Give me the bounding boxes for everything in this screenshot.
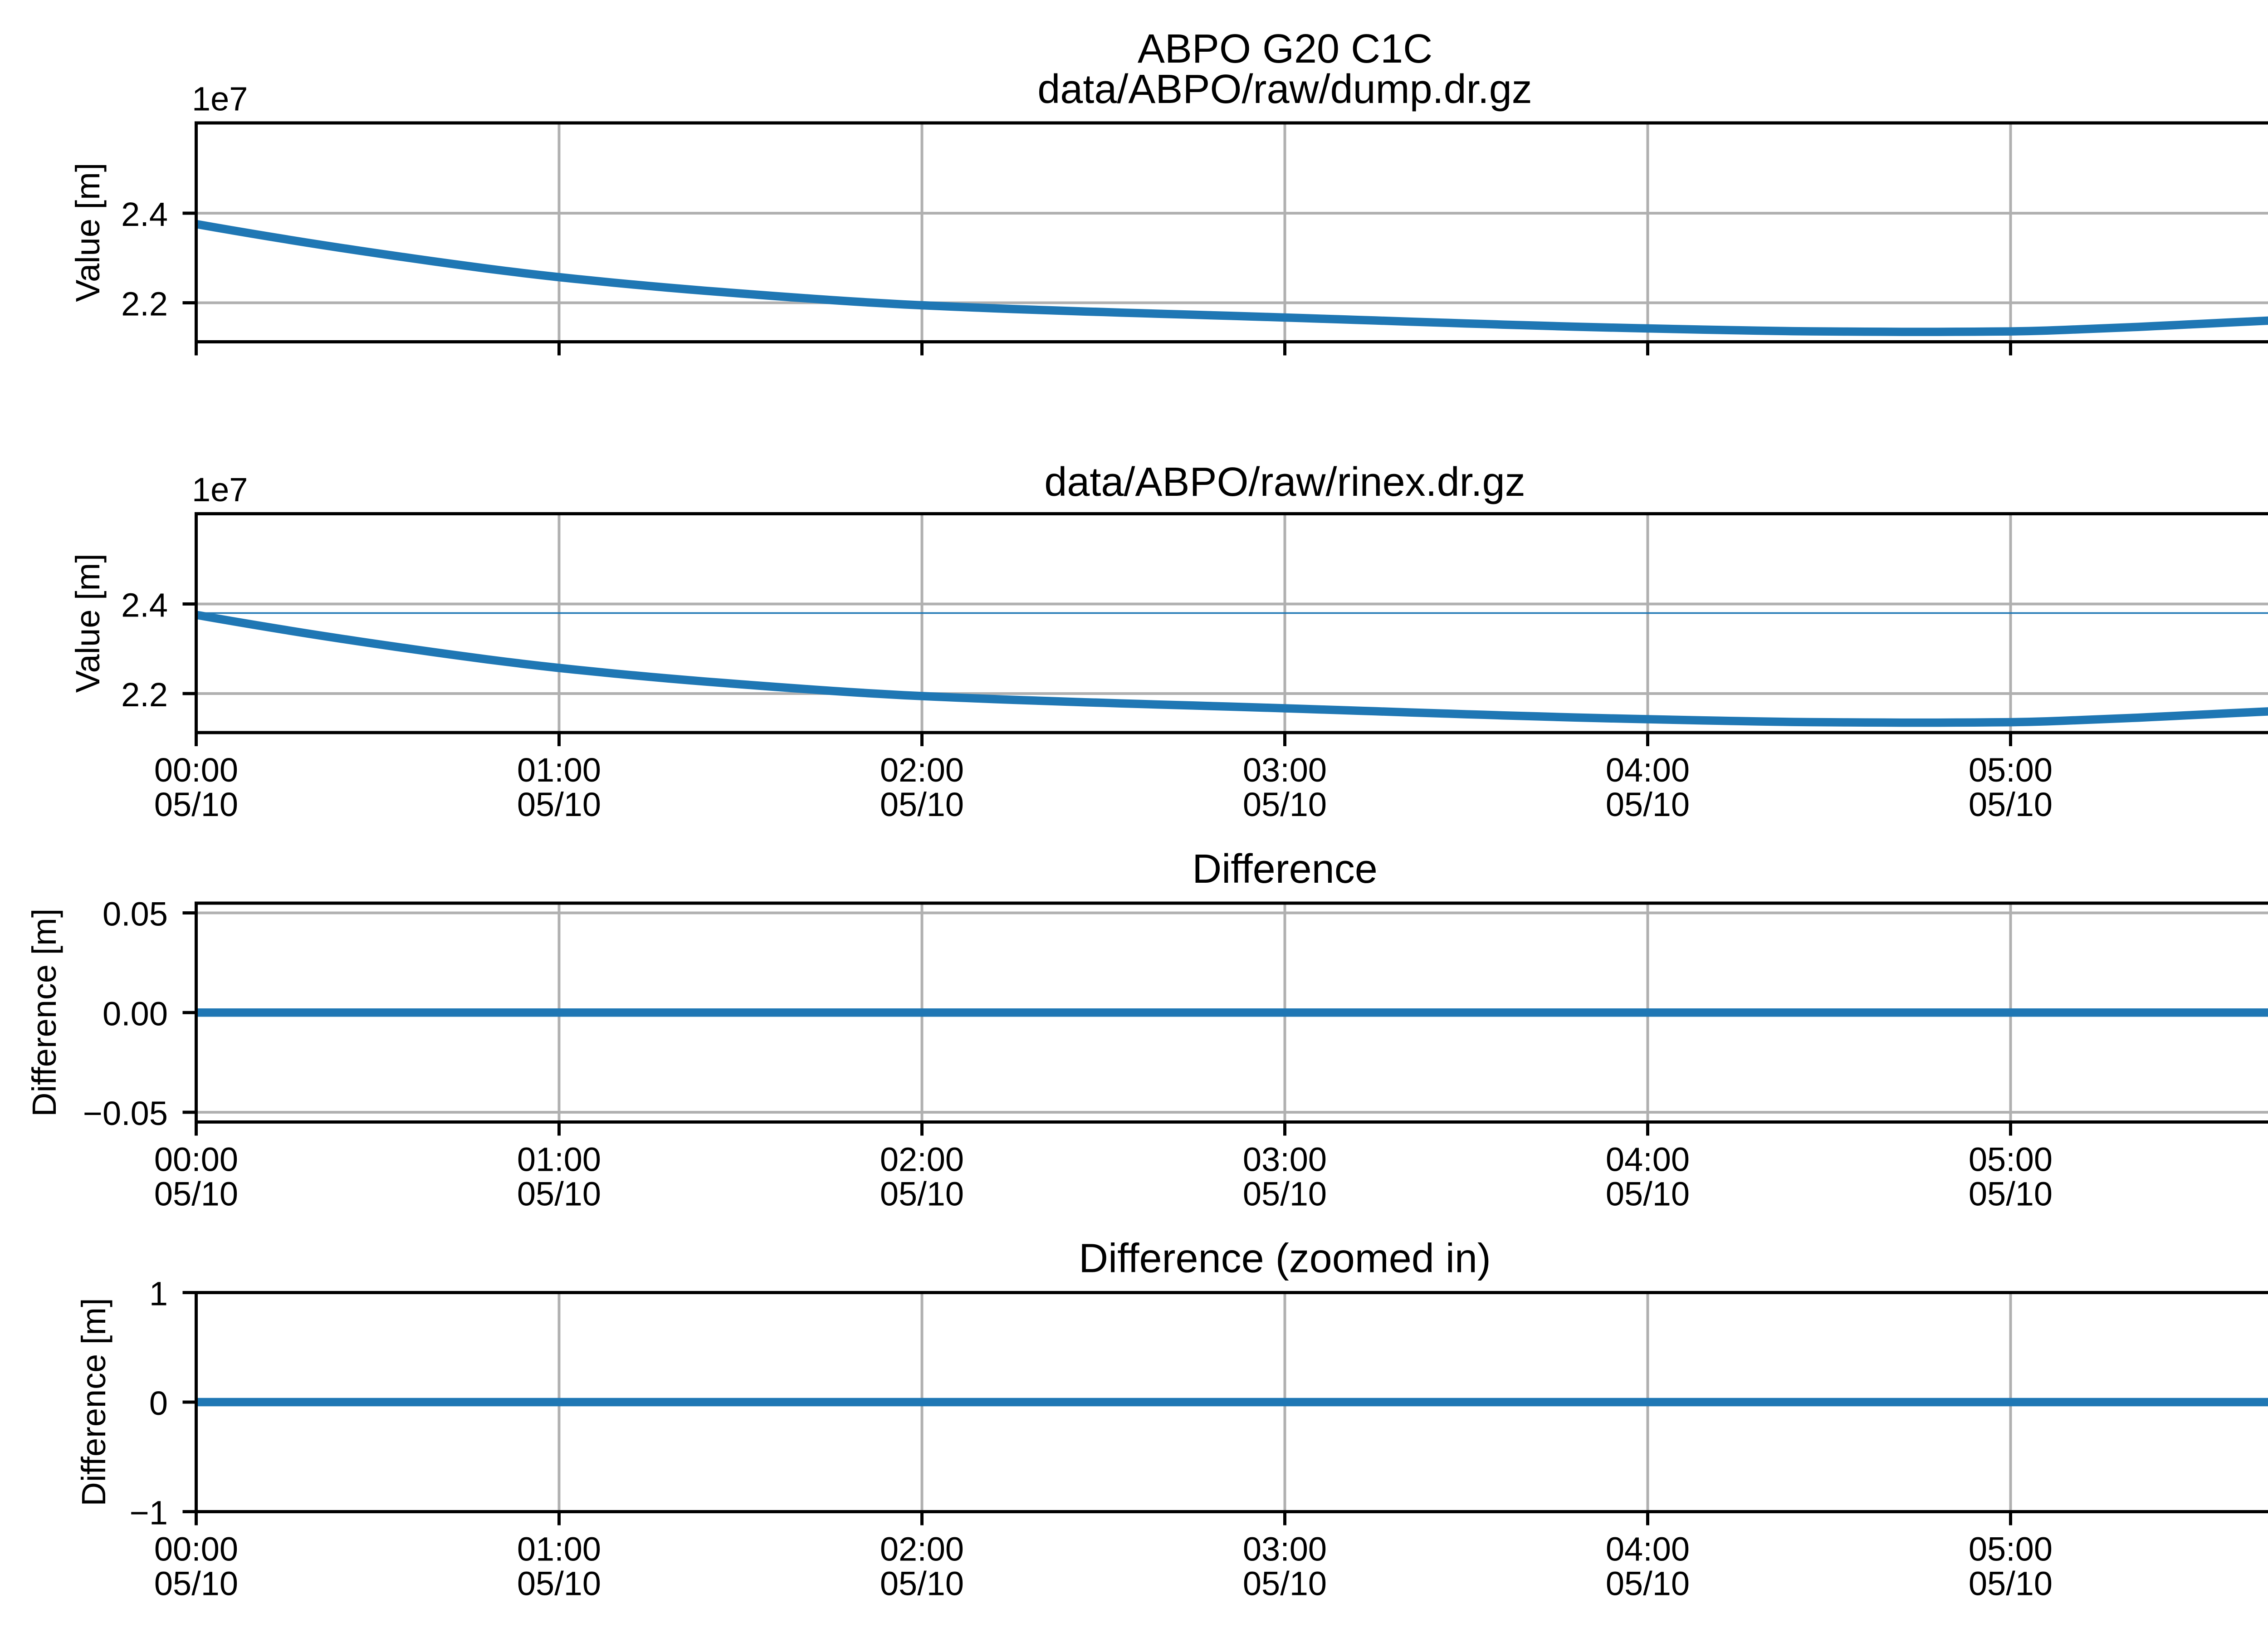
svg-text:−1: −1 xyxy=(130,1494,168,1532)
svg-text:05/10: 05/10 xyxy=(1243,1175,1327,1213)
svg-text:0.05: 0.05 xyxy=(103,895,168,933)
svg-text:05/10: 05/10 xyxy=(1969,1565,2053,1603)
svg-text:05/10: 05/10 xyxy=(1606,786,1690,823)
svg-text:05/10: 05/10 xyxy=(517,786,601,823)
svg-text:03:00: 03:00 xyxy=(1243,751,1327,789)
svg-text:ABPO G20 C1C: ABPO G20 C1C xyxy=(1138,26,1432,72)
svg-text:Value [m]: Value [m] xyxy=(69,553,107,693)
svg-text:Value [m]: Value [m] xyxy=(69,163,107,302)
svg-text:1: 1 xyxy=(149,1275,168,1313)
svg-text:2.4: 2.4 xyxy=(121,196,168,233)
svg-text:02:00: 02:00 xyxy=(880,1530,964,1568)
svg-text:00:00: 00:00 xyxy=(154,1530,238,1568)
svg-text:03:00: 03:00 xyxy=(1243,1530,1327,1568)
svg-text:05/10: 05/10 xyxy=(1969,786,2053,823)
svg-text:data/ABPO/raw/dump.dr.gz: data/ABPO/raw/dump.dr.gz xyxy=(1037,67,1532,112)
svg-text:Difference: Difference xyxy=(1192,846,1378,892)
svg-text:00:00: 00:00 xyxy=(154,751,238,789)
svg-text:−0.05: −0.05 xyxy=(83,1095,168,1132)
svg-text:05/10: 05/10 xyxy=(1606,1175,1690,1213)
svg-text:01:00: 01:00 xyxy=(517,1141,601,1178)
svg-text:01:00: 01:00 xyxy=(517,1530,601,1568)
svg-text:05/10: 05/10 xyxy=(517,1565,601,1603)
svg-text:05/10: 05/10 xyxy=(880,1175,964,1213)
svg-text:0.00: 0.00 xyxy=(103,995,168,1032)
svg-text:05:00: 05:00 xyxy=(1969,1530,2053,1568)
svg-text:data/ABPO/raw/rinex.dr.gz: data/ABPO/raw/rinex.dr.gz xyxy=(1044,460,1525,505)
svg-text:2.4: 2.4 xyxy=(121,587,168,624)
svg-text:04:00: 04:00 xyxy=(1606,1141,1690,1178)
svg-text:2.2: 2.2 xyxy=(121,676,168,714)
svg-text:02:00: 02:00 xyxy=(880,1141,964,1178)
svg-text:05/10: 05/10 xyxy=(154,1175,238,1213)
svg-text:01:00: 01:00 xyxy=(517,751,601,789)
svg-text:05:00: 05:00 xyxy=(1969,1141,2053,1178)
svg-text:02:00: 02:00 xyxy=(880,751,964,789)
svg-text:1e7: 1e7 xyxy=(192,80,248,118)
svg-text:05/10: 05/10 xyxy=(1969,1175,2053,1213)
svg-text:Difference (zoomed in): Difference (zoomed in) xyxy=(1079,1236,1491,1281)
svg-text:0: 0 xyxy=(149,1384,168,1422)
svg-text:05/10: 05/10 xyxy=(1606,1565,1690,1603)
svg-text:05/10: 05/10 xyxy=(880,1565,964,1603)
svg-text:00:00: 00:00 xyxy=(154,1141,238,1178)
svg-text:05/10: 05/10 xyxy=(1243,786,1327,823)
svg-text:Difference [m]: Difference [m] xyxy=(75,1298,112,1506)
svg-text:05/10: 05/10 xyxy=(154,786,238,823)
svg-text:03:00: 03:00 xyxy=(1243,1141,1327,1178)
svg-text:04:00: 04:00 xyxy=(1606,751,1690,789)
svg-text:05/10: 05/10 xyxy=(880,786,964,823)
svg-text:2.2: 2.2 xyxy=(121,285,168,323)
svg-text:04:00: 04:00 xyxy=(1606,1530,1690,1568)
svg-text:05/10: 05/10 xyxy=(517,1175,601,1213)
svg-text:05/10: 05/10 xyxy=(1243,1565,1327,1603)
svg-text:05/10: 05/10 xyxy=(154,1565,238,1603)
svg-text:Difference [m]: Difference [m] xyxy=(25,909,63,1117)
svg-text:1e7: 1e7 xyxy=(192,471,248,508)
svg-text:05:00: 05:00 xyxy=(1969,751,2053,789)
